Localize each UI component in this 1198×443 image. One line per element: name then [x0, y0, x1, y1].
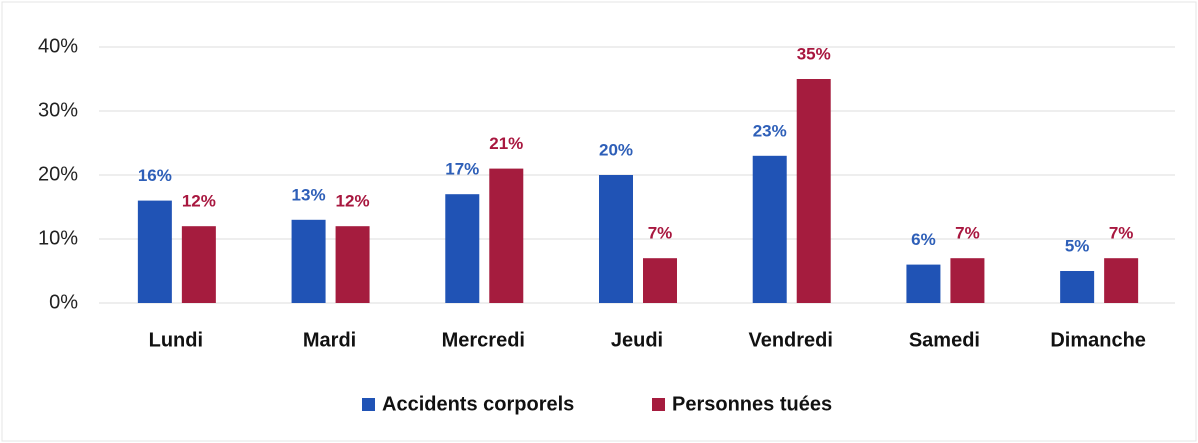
legend-swatch: [362, 398, 375, 411]
bar: [752, 155, 787, 303]
bar: [796, 79, 831, 303]
bar: [906, 264, 941, 303]
y-tick-label: 0%: [49, 291, 78, 313]
data-label: 7%: [648, 224, 673, 243]
bar: [335, 226, 370, 303]
bar: [599, 175, 633, 303]
bar: [137, 200, 172, 303]
bar: [445, 194, 480, 303]
x-tick-label: Vendredi: [748, 329, 832, 351]
x-tick-label: Samedi: [909, 329, 980, 351]
data-label: 13%: [292, 185, 326, 204]
data-label: 20%: [599, 140, 633, 159]
x-tick-label: Mercredi: [442, 329, 525, 351]
bar: [181, 226, 216, 303]
bar: [643, 258, 677, 303]
data-label: 7%: [955, 224, 980, 243]
x-tick-label: Dimanche: [1050, 329, 1146, 351]
y-tick-label: 10%: [38, 227, 78, 249]
bar: [291, 219, 326, 303]
data-label: 35%: [797, 44, 831, 63]
x-tick-label: Mardi: [303, 329, 356, 351]
y-tick-label: 20%: [38, 163, 78, 185]
x-tick-label: Jeudi: [611, 329, 663, 351]
data-label: 12%: [182, 192, 216, 211]
data-label: 21%: [489, 134, 523, 153]
data-label: 6%: [911, 230, 936, 249]
data-label: 7%: [1109, 224, 1134, 243]
legend-swatch: [652, 398, 665, 411]
data-label: 23%: [753, 121, 787, 140]
x-tick-label: Lundi: [149, 329, 203, 351]
data-label: 17%: [445, 160, 479, 179]
data-label: 5%: [1065, 236, 1090, 255]
data-label: 16%: [138, 166, 172, 185]
legend-label: Personnes tuées: [672, 393, 832, 415]
y-tick-label: 30%: [38, 99, 78, 121]
bar: [1060, 271, 1095, 303]
data-label: 12%: [336, 192, 370, 211]
bar: [950, 258, 985, 303]
bar: [1104, 258, 1139, 303]
legend-label: Accidents corporels: [382, 393, 574, 415]
y-tick-label: 40%: [38, 35, 78, 57]
bar: [489, 168, 524, 303]
